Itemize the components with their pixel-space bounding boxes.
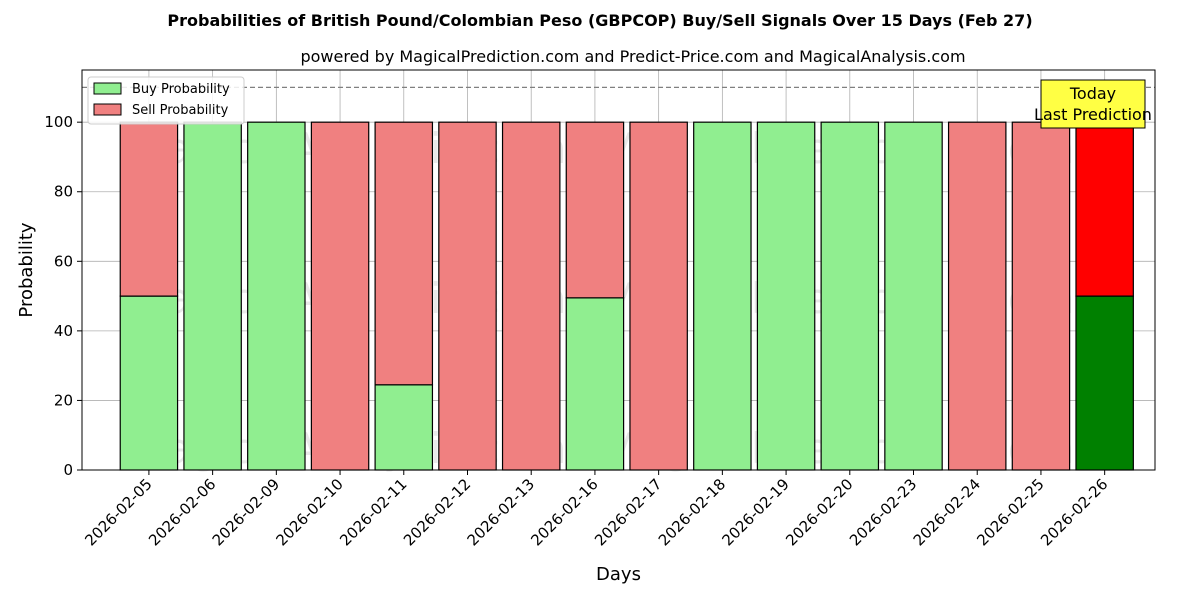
x-tick-label: 2026-02-13 [464,475,538,549]
x-axis-label: Days [596,564,641,585]
x-tick-label: 2026-02-23 [846,475,920,549]
buy-bar-2026-02-20 [820,121,880,471]
x-tick-label: 2026-02-26 [1037,475,1111,549]
buy-bar-2026-02-11 [374,384,434,471]
buy-bar-2026-02-05 [119,295,179,471]
sell-bar-2026-02-13 [501,121,561,471]
sell-bar-2026-02-10 [310,121,370,471]
sell-bar-2026-02-25 [1011,121,1071,471]
y-tick-label: 0 [63,461,73,479]
buy-bar-2026-02-09 [247,121,306,471]
sell-bar-2026-02-17 [629,121,688,471]
buy-bar-2026-02-18 [693,121,752,471]
sell-bar-2026-02-26 [1075,121,1134,297]
chart-subtitle: powered by MagicalPrediction.com and Pre… [300,47,965,66]
x-tick-label: 2026-02-11 [336,475,410,549]
legend-box [87,76,245,125]
x-tick-label: 2026-02-24 [910,475,984,549]
legend: Buy Probability Sell Probability [87,76,245,125]
annotation-line: Today [1069,84,1116,103]
x-tick-label: 2026-02-18 [655,475,729,549]
sell-bar-2026-02-24 [947,121,1007,471]
sell-bar-2026-02-11 [374,121,434,386]
y-axis-label: Probability [16,222,37,317]
buy-bar-2026-02-23 [884,121,943,471]
sell-bar-2026-02-12 [438,121,497,471]
x-tick-label: 2026-02-09 [209,475,283,549]
y-tick-label: 60 [54,252,73,270]
buy-bar-2026-02-16 [565,297,625,471]
sell-bar-2026-02-05 [119,121,179,297]
buy-bar-2026-02-19 [756,121,816,471]
bars [119,121,1134,471]
x-tick-label: 2026-02-25 [973,475,1047,549]
annotation-line: Last Prediction [1034,105,1152,124]
x-tick-label: 2026-02-19 [719,475,793,549]
sell-bar-2026-02-16 [565,121,625,299]
x-tick-label: 2026-02-20 [782,475,856,549]
annotation-box [1040,79,1146,129]
y-axis: 0 20 40 60 80 100 [44,113,82,479]
y-tick-label: 20 [54,391,73,409]
y-tick-label: 100 [44,113,73,131]
buy-bar-2026-02-06 [183,121,242,471]
x-tick-label: 2026-02-12 [400,475,474,549]
x-tick-label: 2026-02-16 [527,475,601,549]
y-tick-label: 40 [54,322,73,340]
x-tick-label: 2026-02-05 [81,475,155,549]
chart-title: Probabilities of British Pound/Colombian… [167,11,1032,30]
plot-frame [81,69,1156,471]
x-axis: 2026-02-052026-02-062026-02-092026-02-10… [81,470,1111,549]
y-tick-label: 80 [54,183,73,201]
x-tick-label: 2026-02-10 [273,475,347,549]
x-tick-label: 2026-02-06 [145,475,219,549]
legend-swatch [93,82,122,95]
x-tick-label: 2026-02-17 [591,475,665,549]
legend-label: Sell Probability [132,103,229,118]
legend-swatch [93,103,122,116]
legend-label: Buy Probability [132,82,230,97]
today-annotation: Today Last Prediction [1034,79,1152,129]
buy-bar-2026-02-26 [1075,295,1134,471]
